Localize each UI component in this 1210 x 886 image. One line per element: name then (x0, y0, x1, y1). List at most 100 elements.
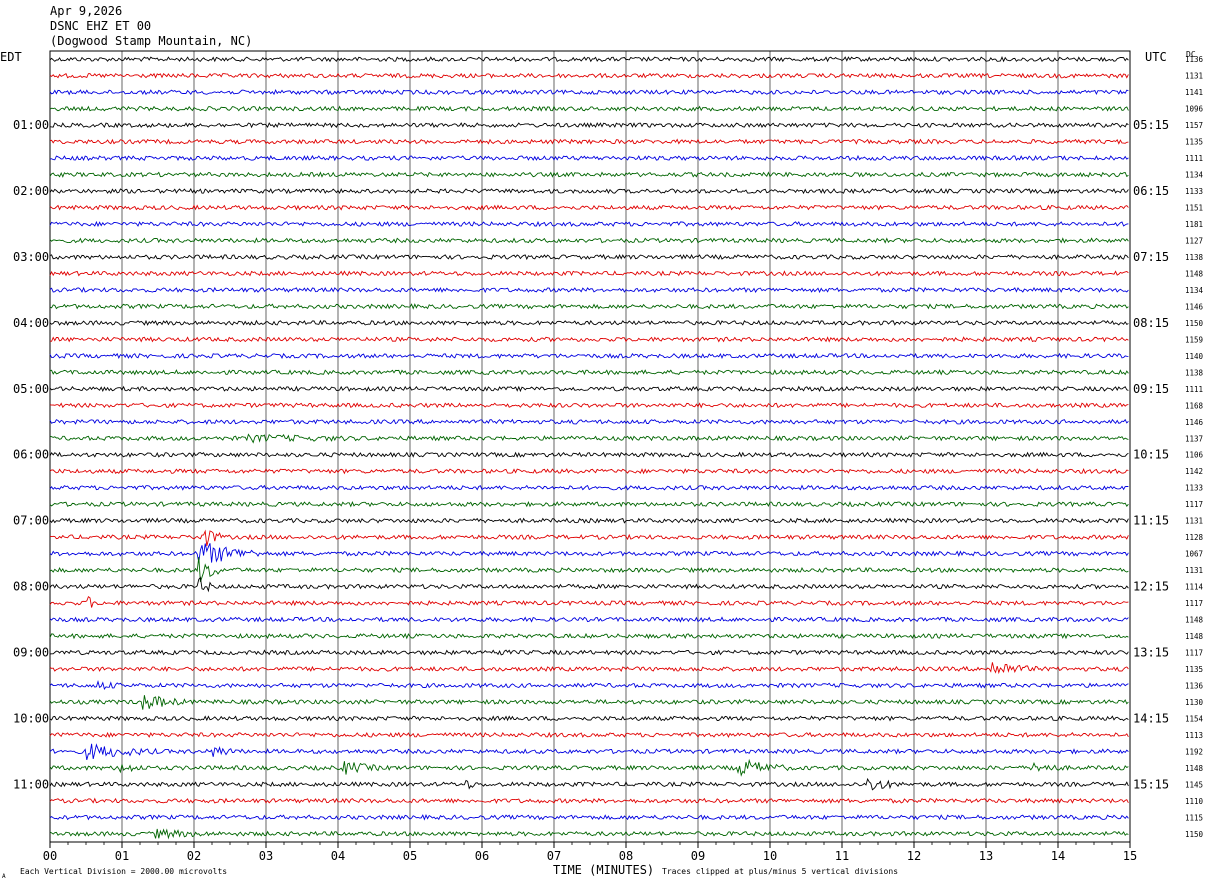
left-hour-label: 11:00 (13, 777, 49, 791)
seismic-trace (49, 171, 1129, 178)
left-hour-label: 03:00 (13, 250, 49, 264)
seismic-trace (49, 154, 1129, 162)
seismic-trace (49, 385, 1129, 393)
dc-offset-label: 1134 (1185, 286, 1204, 295)
seismic-trace (49, 402, 1129, 409)
dc-offset-label: 1146 (1185, 418, 1204, 427)
dc-offset-label: 1131 (1185, 566, 1203, 575)
seismic-trace (49, 187, 1129, 195)
dc-offset-label: 1117 (1185, 500, 1203, 509)
dc-header-label: DC (1186, 50, 1196, 59)
right-hour-label: 12:15 (1133, 580, 1169, 594)
left-hour-label: 01:00 (13, 118, 49, 132)
x-tick-label: 11 (835, 849, 849, 863)
x-tick-label: 12 (907, 849, 921, 863)
x-tick-label: 03 (259, 849, 273, 863)
dc-offset-label: 1128 (1185, 533, 1204, 542)
seismic-trace (49, 484, 1129, 491)
right-hour-label: 13:15 (1133, 645, 1169, 659)
x-tick-label: 10 (763, 849, 777, 863)
dc-offset-label: 1130 (1185, 698, 1204, 707)
seismic-trace (49, 88, 1129, 96)
seismic-trace (49, 777, 1129, 791)
seismic-trace (49, 797, 1129, 805)
x-tick-label: 15 (1123, 849, 1137, 863)
seismic-trace (49, 467, 1129, 475)
left-timezone-label: EDT (0, 50, 22, 64)
seismic-trace (49, 336, 1129, 343)
x-tick-label: 06 (475, 849, 489, 863)
clipping-note: Traces clipped at plus/minus 5 vertical … (662, 867, 899, 876)
x-tick-label: 07 (547, 849, 561, 863)
dc-offset-label: 1148 (1185, 632, 1204, 641)
dc-offset-label: 1131 (1185, 72, 1203, 81)
seismic-trace (49, 529, 1129, 547)
right-hour-label: 09:15 (1133, 382, 1169, 396)
right-hour-label: 14:15 (1133, 711, 1169, 725)
dc-offset-label: 1133 (1185, 484, 1203, 493)
dc-offset-label: 1146 (1185, 302, 1204, 311)
dc-offset-label: 1135 (1185, 138, 1203, 147)
left-hour-label: 10:00 (13, 711, 49, 725)
left-hour-label: 04:00 (13, 316, 49, 330)
seismic-trace (49, 576, 1129, 593)
right-hour-label: 15:15 (1133, 777, 1169, 791)
seismic-trace (49, 253, 1129, 261)
dc-offset-label: 1131 (1185, 517, 1203, 526)
x-tick-label: 08 (619, 849, 633, 863)
seismic-trace (49, 237, 1129, 244)
seismic-trace (49, 56, 1129, 63)
right-hour-label: 10:15 (1133, 448, 1169, 462)
dc-offset-label: 1114 (1185, 583, 1204, 592)
dc-offset-label: 1136 (1185, 55, 1204, 64)
left-hour-label: 05:00 (13, 382, 49, 396)
dc-offset-label: 1106 (1185, 451, 1204, 460)
left-hour-label: 09:00 (13, 645, 49, 659)
dc-offset-label: 1140 (1185, 352, 1204, 361)
seismic-trace (49, 517, 1129, 524)
x-tick-label: 13 (979, 849, 993, 863)
x-axis-title: TIME (MINUTES) (553, 863, 655, 877)
seismic-trace (49, 662, 1129, 675)
dc-offset-label: 1111 (1185, 154, 1203, 163)
right-timezone-label: UTC (1145, 50, 1167, 64)
seismic-trace (49, 632, 1129, 640)
seismic-trace (49, 352, 1129, 360)
x-tick-label: 00 (43, 849, 57, 863)
seismic-trace (49, 500, 1129, 508)
dc-offset-label: 1111 (1185, 385, 1203, 394)
seismic-trace (49, 731, 1129, 739)
dc-offset-label: 1127 (1185, 237, 1203, 246)
dc-offset-label: 1113 (1185, 731, 1203, 740)
x-tick-label: 05 (403, 849, 417, 863)
dc-offset-label: 1148 (1185, 764, 1204, 773)
seismic-trace (49, 595, 1129, 608)
vertical-division-note: Each Vertical Division = 2000.00 microvo… (20, 867, 228, 876)
dc-offset-label: 1135 (1185, 665, 1203, 674)
seismic-trace (49, 695, 1129, 710)
dc-offset-label: 1150 (1185, 319, 1204, 328)
seismic-trace (49, 303, 1129, 310)
seismic-trace (49, 319, 1129, 327)
dc-offset-label: 1154 (1185, 714, 1204, 723)
station-label: DSNC EHZ ET 00 (50, 19, 152, 33)
seismic-trace (49, 418, 1129, 425)
seismic-trace (49, 369, 1129, 376)
dc-offset-label: 1134 (1185, 171, 1204, 180)
dc-offset-label: 1148 (1185, 269, 1204, 278)
dc-offset-label: 1150 (1185, 830, 1204, 839)
dc-offset-label: 1141 (1185, 88, 1203, 97)
left-hour-label: 08:00 (13, 580, 49, 594)
dc-offset-label: 1148 (1185, 616, 1204, 625)
seismic-trace (49, 616, 1129, 623)
dc-offset-label: 1168 (1185, 401, 1204, 410)
seismic-trace (49, 743, 1129, 761)
left-hour-label: 07:00 (13, 514, 49, 528)
dc-offset-label: 1181 (1185, 220, 1203, 229)
seismic-trace (49, 433, 1129, 444)
dc-offset-label: 1159 (1185, 335, 1203, 344)
dc-offset-label: 1067 (1185, 550, 1203, 559)
seismic-trace (49, 105, 1129, 112)
right-hour-label: 07:15 (1133, 250, 1169, 264)
